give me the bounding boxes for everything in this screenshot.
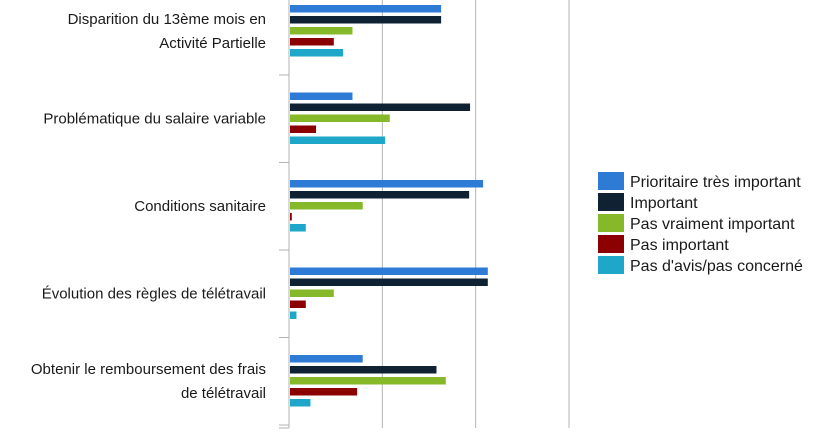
bar — [290, 366, 437, 374]
legend-swatch — [598, 172, 624, 190]
bar — [290, 224, 306, 232]
legend-label: Pas d'avis/pas concerné — [630, 258, 803, 275]
bar — [290, 125, 317, 133]
category-label: Activité Partielle — [159, 35, 266, 52]
bar — [290, 278, 488, 286]
bar — [290, 136, 386, 144]
legend-swatch — [598, 193, 624, 211]
bar — [290, 213, 292, 221]
category-label: Obtenir le remboursement des frais — [31, 361, 266, 378]
legend-label: Pas important — [630, 237, 729, 254]
bar — [290, 300, 306, 308]
bar — [290, 16, 442, 24]
bars — [290, 5, 488, 407]
category-label: Évolution des règles de télétravail — [42, 285, 266, 302]
bar — [290, 388, 358, 396]
bar — [290, 114, 390, 122]
legend-swatch — [598, 256, 624, 274]
bar — [290, 92, 353, 100]
legend-label: Pas vraiment important — [630, 216, 795, 233]
legend-label: Important — [630, 195, 698, 212]
bar — [290, 27, 353, 35]
category-label: Problématique du salaire variable — [43, 110, 266, 127]
category-labels: Disparition du 13ème mois en Activité Par… — [31, 11, 266, 402]
legend-label: Prioritaire très important — [630, 174, 801, 191]
category-label: de télétravail — [181, 385, 266, 402]
bar — [290, 103, 471, 111]
bar — [290, 49, 344, 57]
bar — [290, 311, 297, 319]
legend: Prioritaire très important Important Pas v… — [598, 172, 803, 275]
bar — [290, 180, 484, 188]
bar — [290, 5, 442, 13]
legend-swatch — [598, 235, 624, 253]
bar — [290, 289, 334, 297]
legend-swatch — [598, 214, 624, 232]
bar — [290, 355, 363, 363]
bar — [290, 399, 311, 407]
bar — [290, 191, 470, 199]
bar — [290, 267, 488, 275]
category-label: Disparition du 13ème mois en — [68, 11, 266, 28]
bar — [290, 202, 363, 210]
category-axis — [279, 0, 290, 429]
grid-lines — [381, 0, 570, 428]
bar — [290, 38, 334, 46]
bar — [290, 377, 446, 385]
category-label: Conditions sanitaire — [134, 198, 266, 215]
